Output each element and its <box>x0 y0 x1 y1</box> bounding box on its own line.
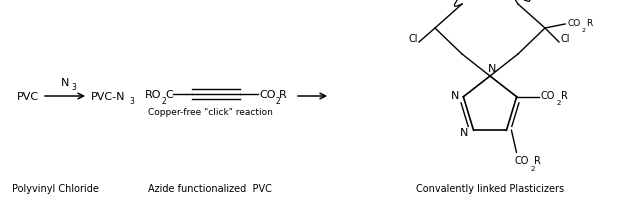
Text: 2: 2 <box>531 165 535 171</box>
Text: Cl: Cl <box>560 34 570 44</box>
Text: 2: 2 <box>582 27 586 32</box>
Text: Cl: Cl <box>408 34 418 44</box>
Text: CO: CO <box>515 156 529 165</box>
Text: 3: 3 <box>129 97 134 106</box>
Text: N: N <box>61 78 69 88</box>
Text: CO: CO <box>541 90 555 100</box>
Text: 2: 2 <box>557 99 561 105</box>
Text: Azide functionalized  PVC: Azide functionalized PVC <box>148 183 272 193</box>
Text: Polyvinyl Chloride: Polyvinyl Chloride <box>12 183 99 193</box>
Text: PVC-N: PVC-N <box>91 91 125 102</box>
Text: R: R <box>534 156 541 165</box>
Text: R: R <box>279 90 286 99</box>
Text: 3: 3 <box>71 83 76 92</box>
Text: N: N <box>488 64 496 74</box>
Text: Convalently linked Plasticizers: Convalently linked Plasticizers <box>416 183 564 193</box>
Text: CO: CO <box>259 90 275 99</box>
Text: PVC: PVC <box>17 91 39 102</box>
Text: C: C <box>165 90 173 99</box>
Text: 2: 2 <box>275 96 280 105</box>
Text: R: R <box>586 18 592 27</box>
Text: CO: CO <box>567 18 580 27</box>
Text: R: R <box>560 90 567 100</box>
Text: N: N <box>451 90 459 100</box>
Text: RO: RO <box>145 90 161 99</box>
Text: N: N <box>461 128 469 138</box>
Text: Copper-free "click" reaction: Copper-free "click" reaction <box>148 108 272 117</box>
Text: 2: 2 <box>161 96 166 105</box>
